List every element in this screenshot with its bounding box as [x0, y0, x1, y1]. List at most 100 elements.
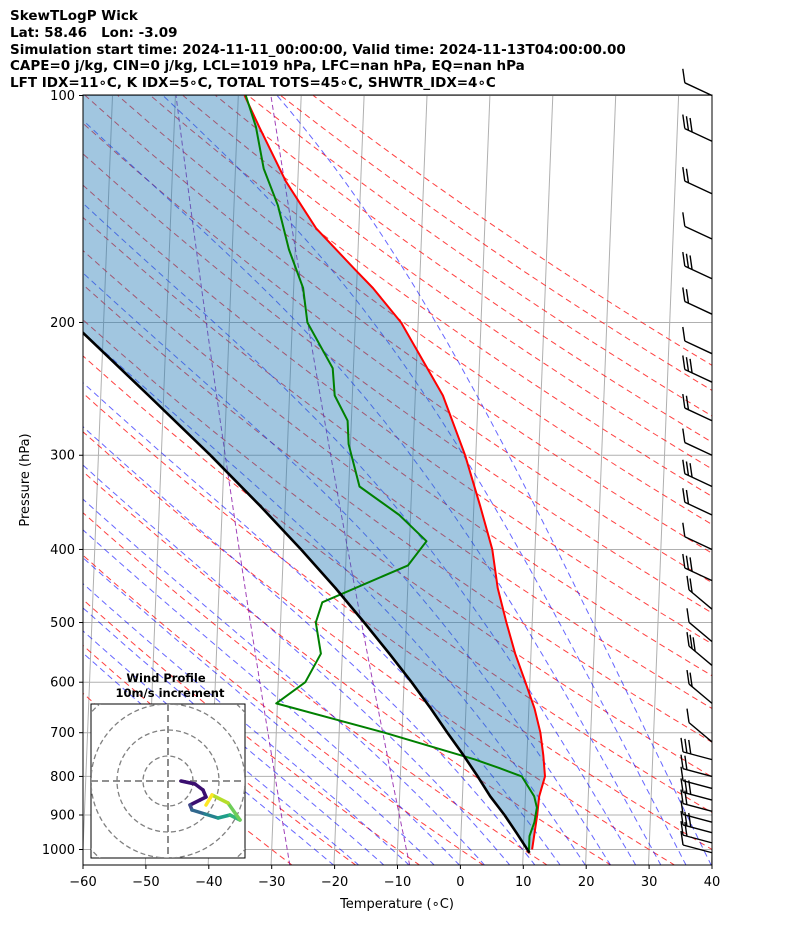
wind-barb-flag	[685, 289, 690, 304]
isotherm-line	[585, 95, 617, 865]
wind-barb-flag	[684, 822, 688, 837]
moist-adiabat	[83, 119, 662, 865]
wind-barb-flag	[680, 737, 684, 752]
moist-adiabat	[83, 529, 461, 865]
wind-barb-flag	[689, 672, 693, 687]
hodograph-segment	[226, 801, 242, 822]
x-tick-label: 10	[515, 875, 532, 890]
wind-barb	[682, 355, 713, 383]
wind-barb	[680, 754, 713, 778]
wind-barb	[686, 669, 713, 704]
moist-adiabat	[83, 498, 486, 865]
moist-adiabat	[276, 95, 712, 865]
wind-barb-shaft	[684, 536, 713, 551]
dry-adiabat	[83, 598, 421, 865]
wind-barb-flag	[682, 488, 686, 503]
wind-barb	[682, 212, 713, 240]
inset-subtitle: 10m/s increment	[116, 686, 225, 700]
wind-barb-shaft	[688, 589, 713, 610]
wind-barb-flag	[682, 212, 686, 227]
wind-barb-shaft	[684, 225, 713, 240]
wind-barb-flag	[682, 355, 686, 370]
time-line: Simulation start time: 2024-11-11_00:00:…	[10, 41, 626, 58]
y-axis: 1000 900 800 700 600 500 400 300 200 100	[42, 89, 83, 858]
chart-header: SkewTLogP Wick Lat: 58.46 Lon: -3.09 Sim…	[10, 8, 626, 92]
wind-barb-flag	[680, 810, 684, 826]
hodograph-segment	[188, 798, 202, 807]
dry-adiabat	[83, 184, 712, 645]
wind-barb	[682, 428, 713, 456]
x-tick-label: −20	[321, 875, 348, 890]
parcel-path-line	[83, 331, 531, 854]
wind-barb-flag	[689, 255, 693, 270]
wind-barb	[680, 766, 713, 790]
inset-title: Wind Profile	[126, 671, 206, 685]
wind-barb-flag	[686, 575, 690, 590]
wind-barb-flag	[682, 287, 686, 302]
wind-barb	[686, 575, 713, 610]
wind-barb-flag	[685, 253, 690, 268]
wind-barb-flag	[680, 830, 684, 846]
isotherm-line	[333, 95, 365, 865]
wind-barb-flag	[682, 114, 686, 129]
y-tick-label: 100	[50, 89, 75, 104]
wind-barb-flag	[680, 789, 684, 804]
moist-adiabat	[83, 652, 335, 865]
wind-barb-shaft	[682, 824, 713, 834]
wind-barb-shaft	[684, 127, 713, 142]
moist-adiabat	[83, 557, 435, 865]
wind-barb	[682, 522, 713, 551]
wind-barb-flag	[686, 632, 690, 647]
wind-barb-shaft	[682, 802, 713, 813]
hodograph-segment	[210, 793, 230, 805]
moist-adiabat	[83, 202, 637, 865]
cape-line: CAPE=0 j/kg, CIN=0 j/kg, LCL=1019 hPa, L…	[10, 58, 525, 75]
wind-barb-flag	[686, 608, 690, 623]
wind-barb-shaft	[688, 722, 713, 743]
wind-barb-shaft	[684, 300, 713, 315]
y-tick-label: 1000	[42, 843, 75, 858]
hodograph-segment	[203, 812, 220, 820]
dry-adiabat	[83, 249, 712, 710]
wind-barb-shaft	[688, 683, 713, 704]
wind-barb-flag	[688, 739, 692, 755]
y-tick-label: 400	[50, 543, 75, 558]
wind-barb-shaft	[684, 441, 713, 456]
isotherm-line	[647, 95, 680, 865]
wind-barb	[682, 166, 713, 195]
wind-barb-flag	[680, 754, 684, 769]
dry-adiabat	[83, 355, 712, 814]
wind-barb-flag	[682, 553, 686, 569]
wind-barb-flag	[689, 634, 693, 649]
isotherm-line	[270, 95, 302, 865]
wind-barb	[686, 708, 713, 743]
dry-adiabat	[83, 431, 676, 865]
y-axis-label: Pressure (hPa)	[18, 433, 33, 526]
x-axis: −60 −50 −40 −30 −20 −10 0 10 20 30 40	[69, 865, 720, 890]
dry-adiabat	[83, 283, 712, 743]
wind-barb	[680, 821, 713, 844]
wind-barb-flag	[682, 68, 686, 83]
cin-cape-shading	[83, 95, 545, 850]
mixing-ratio-lines	[175, 95, 411, 865]
mixing-ratio-line	[270, 95, 411, 865]
moist-adiabats	[83, 95, 712, 865]
x-tick-label: 20	[578, 875, 595, 890]
wind-barb-flag	[686, 708, 690, 723]
hodograph-segment	[179, 779, 197, 786]
wind-barb-shaft	[684, 407, 713, 422]
isotherm-line	[710, 836, 712, 865]
wind-barb-flag	[682, 428, 686, 443]
wind-barb-flag	[682, 522, 686, 537]
x-tick-label: −50	[132, 875, 159, 890]
wind-barb-flag	[680, 778, 684, 793]
wind-barb	[680, 830, 713, 854]
wind-barb-flag	[689, 358, 693, 373]
wind-barb-shaft	[684, 82, 713, 97]
wind-barb-shaft	[684, 368, 713, 383]
wind-barb-flag	[685, 555, 690, 570]
isotherm-line	[459, 95, 491, 865]
wind-barb-flag	[682, 326, 686, 342]
wind-barb-flag	[692, 637, 696, 652]
